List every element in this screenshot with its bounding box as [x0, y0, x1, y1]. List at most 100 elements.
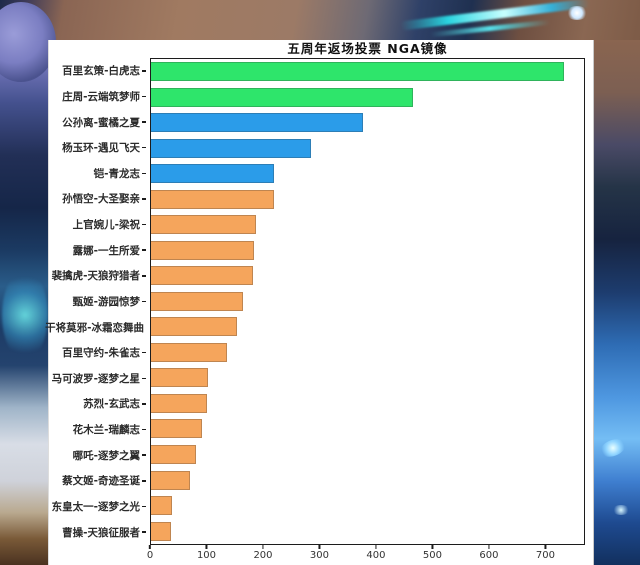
x-tick: 700	[536, 545, 555, 561]
bar-row	[151, 393, 584, 413]
bar-row	[151, 368, 584, 388]
x-axis: 0 100 200 300 400 500 600 700	[146, 545, 585, 565]
bar	[151, 189, 274, 209]
bar	[151, 444, 196, 464]
category-label: 蔡文姬-奇迹圣诞	[50, 471, 146, 490]
bar	[151, 291, 243, 311]
x-tick-label: 500	[422, 550, 442, 561]
category-label-text: 百里玄策-白虎志	[62, 65, 140, 78]
category-label: 孙悟空-大圣娶亲	[50, 189, 146, 208]
bar	[151, 138, 312, 158]
y-tick-mark	[142, 198, 146, 200]
x-tick-label: 300	[309, 550, 330, 561]
x-tick-label: 100	[196, 550, 217, 561]
bar-row	[151, 521, 584, 541]
y-tick-mark	[142, 275, 146, 277]
category-label-text: 上官婉儿-梁祝	[72, 219, 140, 232]
category-label-text: 百里守约-朱雀志	[62, 347, 140, 360]
category-label: 苏烈-玄武志	[50, 394, 146, 413]
light-glint	[612, 505, 630, 515]
y-tick-mark	[142, 121, 146, 123]
category-label-text: 裴擒虎-天狼狩猎者	[51, 270, 140, 283]
category-label: 百里玄策-白虎志	[50, 61, 146, 80]
bar-row	[151, 496, 584, 516]
y-tick-mark	[142, 95, 146, 98]
category-label-text: 花木兰-瑞麟志	[72, 424, 140, 437]
category-label-text: 马可波罗-逐梦之星	[51, 372, 140, 385]
x-tick-mark	[262, 545, 264, 549]
bar-row	[151, 87, 584, 107]
x-tick-label: 400	[366, 550, 386, 561]
x-tick-mark	[488, 545, 490, 549]
bar	[151, 393, 208, 413]
y-tick-mark	[142, 172, 146, 174]
category-label: 花木兰-瑞麟志	[50, 420, 146, 439]
category-label-text: 甄姬-游园惊梦	[72, 295, 140, 308]
category-label: 公孙离-蜜橘之夏	[50, 113, 146, 132]
bar-row	[151, 113, 584, 133]
category-label-text: 铠-青龙志	[93, 167, 140, 180]
y-tick-mark	[142, 377, 146, 379]
bar	[151, 317, 238, 337]
x-tick-label: 600	[479, 550, 499, 561]
bar-row	[151, 164, 584, 184]
bar-row	[151, 291, 584, 311]
x-tick-mark	[375, 545, 377, 549]
bar-row	[151, 215, 584, 235]
category-label-text: 露娜-一生所爱	[72, 244, 140, 257]
bar-row	[151, 266, 584, 286]
bars-container	[151, 59, 584, 544]
category-label: 甄姬-游园惊梦	[50, 292, 146, 311]
category-label: 百里守约-朱雀志	[50, 343, 146, 362]
y-tick-mark	[142, 531, 146, 533]
x-tick: 200	[253, 545, 273, 561]
cyan-glow	[2, 270, 48, 360]
bar	[151, 521, 171, 541]
bar-row	[151, 470, 584, 490]
bar	[151, 62, 565, 82]
category-label: 哪吒-逐梦之翼	[50, 446, 146, 465]
bar-row	[151, 138, 584, 158]
category-label: 庄周-云端筑梦师	[50, 87, 146, 106]
bar-row	[151, 189, 584, 209]
x-tick-label: 200	[253, 550, 273, 561]
bar	[151, 496, 173, 516]
category-label-text: 蔡文姬-奇迹圣诞	[62, 475, 140, 488]
y-tick-mark	[142, 403, 146, 405]
category-label-text: 庄周-云端筑梦师	[62, 90, 140, 103]
category-label-text: 哪吒-逐梦之翼	[72, 449, 140, 462]
x-tick-mark	[544, 545, 547, 549]
y-tick-mark	[142, 249, 146, 251]
y-tick-mark	[142, 428, 146, 431]
bar-row	[151, 419, 584, 439]
bar-row	[151, 342, 584, 362]
category-label-text: 杨玉环-遇见飞天	[62, 142, 140, 155]
y-tick-mark	[142, 300, 146, 303]
category-label: 铠-青龙志	[50, 164, 146, 183]
bar-row	[151, 317, 584, 337]
chart-title: 五周年返场投票 NGA镜像	[287, 41, 448, 56]
category-label-text: 孙悟空-大圣娶亲	[62, 193, 140, 206]
x-tick: 500	[423, 545, 442, 561]
y-tick-mark	[142, 146, 146, 149]
bar	[151, 419, 202, 439]
category-label-text: 干将莫邪-冰霜恋舞曲	[45, 321, 144, 334]
background-art-right	[590, 40, 640, 565]
y-tick-mark	[142, 223, 146, 226]
y-tick-mark	[142, 454, 146, 456]
x-tick-mark	[318, 545, 321, 549]
category-label: 露娜-一生所爱	[50, 241, 146, 260]
category-label: 曹操-天狼征服者	[50, 523, 146, 542]
category-label-text: 曹操-天狼征服者	[62, 526, 140, 539]
plot-area	[150, 58, 585, 545]
category-label: 杨玉环-遇见飞天	[50, 138, 146, 157]
x-tick-label: 700	[535, 550, 555, 561]
bar	[151, 470, 191, 490]
category-label-text: 公孙离-蜜橘之夏	[62, 116, 140, 129]
x-tick-label: 0	[146, 550, 154, 561]
light-glint	[566, 6, 588, 20]
x-tick-mark	[205, 545, 208, 549]
bar	[151, 164, 275, 184]
bar-row	[151, 444, 584, 464]
